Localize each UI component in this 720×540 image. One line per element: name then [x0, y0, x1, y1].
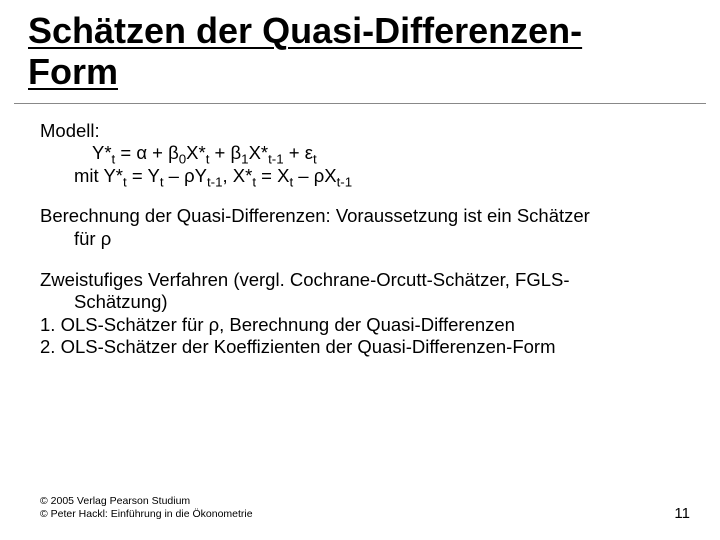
list-item-1: 1. OLS-Schätzer für ρ, Berechnung der Qu… — [40, 314, 680, 337]
eq2-sub6: t-1 — [337, 175, 353, 190]
list-item-2: 2. OLS-Schätzer der Koeffizienten der Qu… — [40, 336, 680, 359]
para-voraussetzung: Berechnung der Quasi-Differenzen: Voraus… — [40, 205, 680, 250]
equation-2: mit Y*t = Yt – ρYt-1, X*t = Xt – ρXt-1 — [40, 165, 680, 188]
para-verfahren: Zweistufiges Verfahren (vergl. Cochrane-… — [40, 269, 680, 359]
footer: © 2005 Verlag Pearson Studium © Peter Ha… — [40, 495, 253, 522]
page-number: 11 — [674, 505, 690, 522]
title-line-2: Form — [28, 51, 118, 92]
para3-line1: Zweistufiges Verfahren (vergl. Cochrane-… — [40, 269, 680, 292]
eq2-d: = X — [256, 165, 289, 186]
footer-line-2: © Peter Hackl: Einführung in die Ökonome… — [40, 508, 253, 522]
model-block: Modell: Y*t = α + β0X*t + β1X*t-1 + εt m… — [40, 120, 680, 188]
para3-line2: Schätzung) — [40, 291, 680, 314]
eq1-a: = α + β — [115, 142, 179, 163]
eq2-sub3: t-1 — [207, 175, 223, 190]
body: Modell: Y*t = α + β0X*t + β1X*t-1 + εt m… — [0, 104, 720, 359]
equation-1: Y*t = α + β0X*t + β1X*t-1 + εt — [40, 142, 680, 165]
model-label: Modell: — [40, 120, 680, 143]
eq1-b: X* — [186, 142, 206, 163]
eq1-c: + β — [209, 142, 241, 163]
title-line-1: Schätzen der Quasi-Differenzen- — [28, 10, 582, 51]
eq2-pre: mit Y* — [74, 165, 123, 186]
eq1-d: X* — [249, 142, 269, 163]
eq2-a: = Y — [127, 165, 160, 186]
eq2-c: , X* — [223, 165, 253, 186]
footer-line-1: © 2005 Verlag Pearson Studium — [40, 495, 253, 509]
eq1-e: + ε — [284, 142, 313, 163]
para2-line1: Berechnung der Quasi-Differenzen: Voraus… — [40, 205, 680, 228]
eq1-pre: Y* — [92, 142, 112, 163]
para2-line2: für ρ — [40, 228, 680, 251]
slide-title: Schätzen der Quasi-Differenzen- Form — [28, 10, 692, 93]
slide: Schätzen der Quasi-Differenzen- Form Mod… — [0, 0, 720, 540]
title-area: Schätzen der Quasi-Differenzen- Form — [0, 0, 720, 99]
eq2-e: – ρX — [293, 165, 336, 186]
eq2-b: – ρY — [164, 165, 207, 186]
